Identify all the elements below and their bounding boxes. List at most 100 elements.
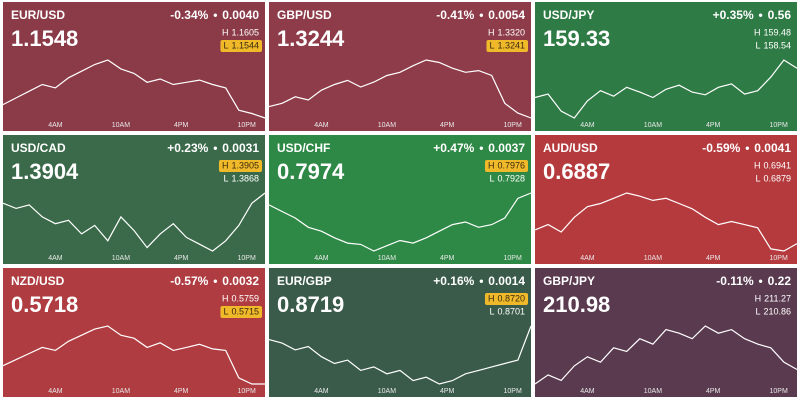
ticker-tile[interactable]: AUD/USD 0.0041•-0.59%0.6887 0.6941H0.6879L… (534, 135, 798, 264)
time-label: 10AM (112, 388, 130, 395)
high-box: 159.48H (754, 27, 791, 37)
change: 0.56 (768, 8, 792, 22)
time-label: 4AM (48, 255, 63, 262)
time-label: 10AM (378, 255, 396, 262)
price: 1.3244 (277, 26, 345, 51)
change: 0.0032 (222, 274, 259, 288)
price: 210.98 (543, 292, 610, 317)
price: 1.3904 (11, 159, 79, 184)
pair-name: NZD/USD (11, 274, 65, 288)
time-label: 4AM (580, 255, 595, 262)
sparkline (2, 325, 265, 385)
separator-dot: • (213, 274, 217, 288)
separator-dot: • (479, 141, 483, 155)
price: 159.33 (543, 26, 610, 51)
highlight (218, 160, 262, 172)
change: 0.0037 (488, 141, 525, 155)
highlight (220, 40, 262, 52)
high-label: H (754, 160, 761, 170)
ticker-tile[interactable]: NZD/USD 0.0032•-0.57%0.5718 0.5759H0.5715L… (2, 268, 265, 397)
time-label: 10PM (238, 122, 256, 129)
high-box: 211.27H (755, 293, 791, 303)
low-value: 1.3868 (231, 173, 259, 183)
change-percent: +0.16% (433, 274, 474, 288)
pair-name: USD/JPY (543, 8, 594, 22)
time-label: 10PM (238, 255, 256, 262)
time-label: 10PM (770, 388, 788, 395)
change-percent: -0.11% (716, 274, 754, 288)
tile-background (3, 268, 265, 397)
time-label: 4AM (48, 388, 63, 395)
change-percent: -0.34% (170, 8, 208, 22)
low-label: L (755, 306, 760, 316)
ticker-tile[interactable]: USD/CHF 0.0037•+0.47%0.7974 0.7976H0.7928L… (268, 135, 532, 264)
time-label: 10PM (770, 255, 788, 262)
highlight (484, 160, 528, 172)
ticker-tile[interactable]: USD/JPY 0.56•+0.35%159.33 159.48H158.54L4A… (534, 2, 798, 131)
highlight (220, 306, 262, 318)
ticker-tile[interactable]: GBP/JPY 0.22•-0.11%210.98 211.27H210.86L4A… (534, 268, 798, 397)
time-label: 4PM (440, 122, 455, 129)
separator-dot: • (759, 8, 763, 22)
time-label: 4AM (314, 388, 329, 395)
change: 0.0040 (222, 8, 259, 22)
time-label: 4PM (174, 255, 189, 262)
price: 0.8719 (277, 292, 344, 317)
price: 1.1548 (11, 26, 78, 51)
ticker-tile[interactable]: USD/CAD 0.0031•+0.23%1.3904 1.3905H1.3868L… (2, 135, 266, 264)
tile-background (535, 268, 797, 397)
highlight (484, 293, 528, 305)
low-label: L (755, 173, 760, 183)
separator-dot: • (213, 141, 217, 155)
low-value: 1.1544 (231, 40, 259, 50)
change-percent: -0.41% (436, 8, 474, 22)
ticker-tile[interactable]: EUR/USD 0.0040•-0.34%1.1548 1.1605H1.1544L… (2, 2, 266, 131)
tile-background (269, 268, 531, 397)
high-label: H (488, 27, 495, 37)
sparkline (268, 59, 532, 119)
low-value: 0.8701 (497, 306, 525, 316)
change-percent: +0.35% (713, 8, 754, 22)
high-value: 0.6941 (763, 160, 791, 170)
tile-background (3, 135, 265, 264)
change: 0.0014 (488, 274, 525, 288)
time-label: 4PM (174, 388, 189, 395)
tile-background (3, 2, 265, 131)
sparkline (534, 325, 798, 385)
low-label: L (489, 40, 494, 50)
high-value: 0.7976 (497, 160, 525, 170)
price: 0.5718 (11, 292, 78, 317)
separator-dot: • (759, 274, 763, 288)
separator-dot: • (213, 8, 217, 22)
high-value: 211.27 (764, 293, 791, 303)
high-label: H (755, 293, 762, 303)
time-label: 10PM (504, 255, 522, 262)
high-value: 0.5759 (231, 293, 259, 303)
time-label: 4PM (706, 388, 721, 395)
time-label: 4AM (580, 388, 595, 395)
ticker-tile[interactable]: GBP/USD 0.0054•-0.41%1.3244 1.3320H1.3241L… (268, 2, 532, 131)
time-label: 4PM (440, 255, 455, 262)
low-box: 210.86L (755, 306, 791, 316)
time-label: 10AM (644, 388, 662, 395)
price: 0.6887 (543, 159, 610, 184)
change: 0.22 (768, 274, 792, 288)
high-value: 1.1605 (231, 27, 259, 37)
time-label: 4PM (706, 255, 721, 262)
low-value: 158.54 (763, 40, 791, 50)
low-label: L (223, 173, 228, 183)
change: 0.0054 (488, 8, 525, 22)
high-label: H (222, 27, 229, 37)
ticker-tile[interactable]: EUR/GBP 0.0014•+0.16%0.8719 0.8720H0.8701L… (268, 268, 532, 397)
time-label: 4AM (314, 255, 329, 262)
time-label: 10AM (112, 122, 130, 129)
change: 0.0031 (222, 141, 259, 155)
